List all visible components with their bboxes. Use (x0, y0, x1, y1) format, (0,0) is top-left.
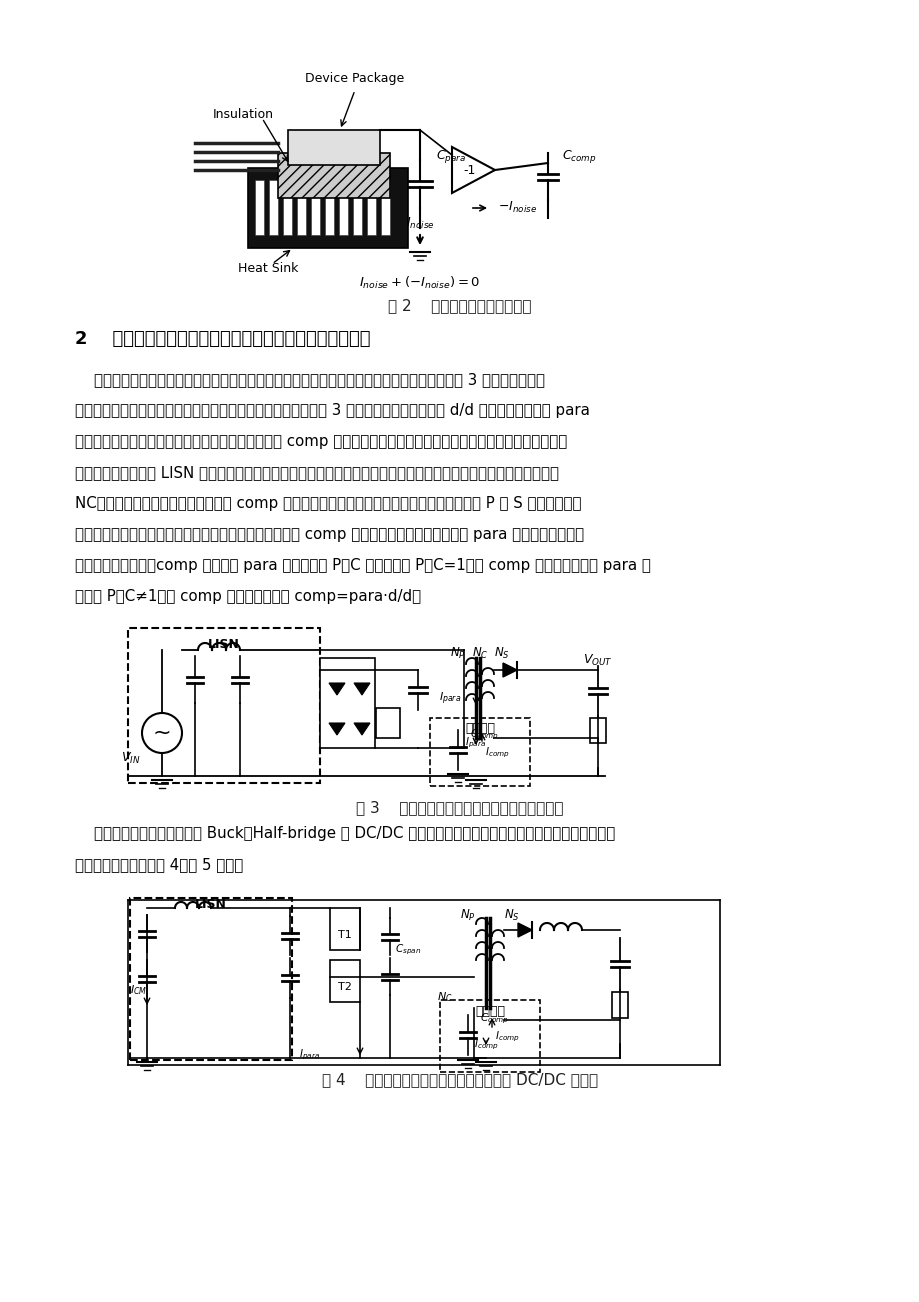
Text: 图 4    带有无源共模抑制电路的半桥隔离式 DC/DC 变换器: 图 4 带有无源共模抑制电路的半桥隔离式 DC/DC 变换器 (322, 1072, 597, 1087)
Bar (330, 960, 359, 1003)
Text: 反激变换器的拓扑结构，并加入了新的共模噪声抑制电路。如图 3 所示，从开关器件过来的 d/d 所导致的寄生电流 para: 反激变换器的拓扑结构，并加入了新的共模噪声抑制电路。如图 3 所示，从开关器件过… (75, 404, 589, 418)
Text: $I_{noise}+(-I_{noise})=0$: $I_{noise}+(-I_{noise})=0$ (359, 275, 480, 292)
Bar (367, 180, 376, 234)
Bar (324, 180, 334, 234)
Polygon shape (329, 723, 345, 736)
Polygon shape (354, 723, 369, 736)
Text: 注入接地层，附加抑制电路产生的反相噪声补偿电流 comp 也同时注入接地层。理想的状况就是这两股电流相加为零，: 注入接地层，附加抑制电路产生的反相噪声补偿电流 comp 也同时注入接地层。理想… (75, 434, 567, 449)
Text: $C_{comp}$: $C_{comp}$ (470, 728, 498, 742)
Text: ~: ~ (153, 723, 171, 743)
Bar (353, 180, 361, 234)
Text: 实现噪声的抑制，如图 4，图 5 所示。: 实现噪声的抑制，如图 4，图 5 所示。 (75, 857, 243, 872)
Text: $I_{CM}$: $I_{CM}$ (130, 983, 147, 997)
Text: $I_{comp}$: $I_{comp}$ (484, 746, 509, 760)
Text: Insulation: Insulation (212, 108, 273, 121)
Polygon shape (517, 923, 531, 937)
Bar (330, 907, 359, 950)
Text: $-I_{noise}$: $-I_{noise}$ (497, 201, 537, 215)
Text: 图 2    提出的共模噪声消除方法: 图 2 提出的共模噪声消除方法 (388, 298, 531, 312)
Text: $N_C$: $N_C$ (471, 646, 488, 661)
Text: $C_{para}$: $C_{para}$ (436, 148, 466, 165)
Text: 此外，还可以通过改造诸如 Buck，Half-bridge 等 DC/DC 变换器中的电感或变压器，从而形成无源补偿电路，: 此外，还可以通过改造诸如 Buck，Half-bridge 等 DC/DC 变换… (75, 825, 615, 841)
Text: $I_{comp}$: $I_{comp}$ (473, 1038, 498, 1052)
Bar (611, 992, 628, 1018)
Text: $N_C$: $N_C$ (437, 990, 452, 1004)
Bar (338, 180, 347, 234)
Text: Device Package: Device Package (305, 72, 404, 85)
Bar (380, 180, 390, 234)
Bar (297, 180, 306, 234)
Text: 从而大大减少了流向 LISN 电阻的共模电流。利用现有电路中的电源变压器磁芯，在原绕组结构上再增加一个附加绕组: 从而大大减少了流向 LISN 电阻的共模电流。利用现有电路中的电源变压器磁芯，在… (75, 465, 559, 480)
Text: T1: T1 (338, 930, 351, 940)
Text: LISN: LISN (195, 898, 227, 911)
Text: 流反相的补偿电流。comp 的大小由 para 和绕组匝比 P：C 决定。如果 P：C=1，则 comp 的电容值取得和 para 相: 流反相的补偿电流。comp 的大小由 para 和绕组匝比 P：C 决定。如果 … (75, 559, 650, 573)
Text: （由实际装置的设计考虑决定）。附加电路中的补偿电容 comp 主要是用来产生和由寄生电容 para 引起的寄生噪声电: （由实际装置的设计考虑决定）。附加电路中的补偿电容 comp 主要是用来产生和由… (75, 527, 584, 542)
Bar (255, 180, 264, 234)
Text: 2    基于补偿原理的共模干扰抑制技术在开关电源中的应用: 2 基于补偿原理的共模干扰抑制技术在开关电源中的应用 (75, 329, 370, 348)
Bar (429, 717, 529, 786)
Text: -1: -1 (463, 164, 476, 177)
Text: $I_{comp}$: $I_{comp}$ (494, 1030, 519, 1044)
Bar (283, 180, 291, 234)
Text: $N_P$: $N_P$ (449, 646, 465, 661)
Bar (128, 628, 320, 783)
Bar (130, 898, 291, 1060)
Bar (311, 180, 320, 234)
Bar (278, 154, 390, 198)
Text: 附加电路: 附加电路 (474, 1005, 505, 1018)
Text: 图 3    带无源共模抑制电路的隔离型反激变换器: 图 3 带无源共模抑制电路的隔离型反激变换器 (356, 799, 563, 815)
Bar (376, 708, 400, 738)
Bar (320, 658, 375, 749)
Text: $I_{para}$: $I_{para}$ (300, 1048, 320, 1062)
Text: 当；若 P：C≠1，则 comp 的取值要满足是 comp=para·d/d。: 当；若 P：C≠1，则 comp 的取值要满足是 comp=para·d/d。 (75, 589, 421, 604)
Bar (248, 168, 407, 247)
Bar (589, 717, 606, 743)
Text: $C_{span}$: $C_{span}$ (394, 943, 421, 957)
Text: $N_P$: $N_P$ (460, 907, 475, 923)
Text: $V_{IN}$: $V_{IN}$ (120, 751, 140, 766)
Polygon shape (329, 684, 345, 695)
Bar (268, 180, 278, 234)
Text: $I_{para}$: $I_{para}$ (438, 691, 460, 707)
Text: T2: T2 (337, 982, 352, 992)
Polygon shape (503, 663, 516, 677)
Text: $N_S$: $N_S$ (494, 646, 509, 661)
Text: $I_{para}$: $I_{para}$ (465, 736, 486, 750)
Text: Heat Sink: Heat Sink (237, 262, 298, 275)
Bar (439, 1000, 539, 1072)
Text: 附加电路: 附加电路 (464, 723, 494, 736)
Text: $I_{noise}$: $I_{noise}$ (405, 216, 434, 230)
Text: NC。由于该绕组只需流过由补偿电容 comp 产生的反向噪声电流，所以它的线径相对原副方的 P 及 S 绕组显得很小: NC。由于该绕组只需流过由补偿电容 comp 产生的反向噪声电流，所以它的线径相… (75, 496, 581, 510)
Text: $C_{comp}$: $C_{comp}$ (480, 1012, 508, 1026)
Text: $V_{OUT}$: $V_{OUT}$ (583, 654, 612, 668)
Bar (288, 130, 380, 165)
Text: $C_{comp}$: $C_{comp}$ (562, 148, 596, 165)
Text: 本文以单端反激电路为例，介绍基于补偿原理的共模干扰抑制技术在功率变换器中的应用。图 3 给出了典型单端: 本文以单端反激电路为例，介绍基于补偿原理的共模干扰抑制技术在功率变换器中的应用。… (75, 372, 544, 387)
Polygon shape (354, 684, 369, 695)
Text: LISN: LISN (208, 638, 240, 651)
Text: $N_S$: $N_S$ (504, 907, 519, 923)
